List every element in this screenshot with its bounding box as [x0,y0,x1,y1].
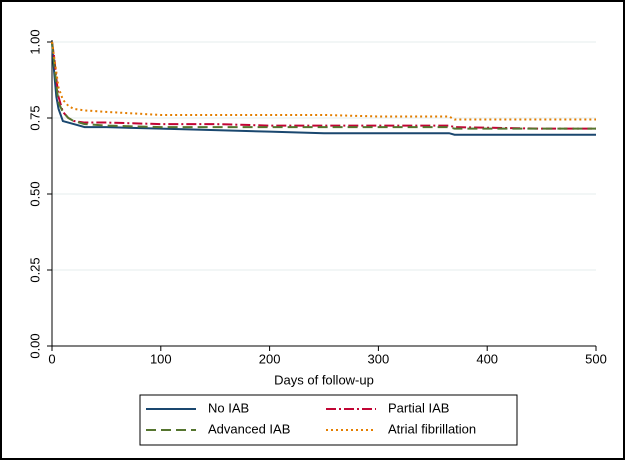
legend-label: Atrial fibrillation [388,421,476,436]
y-tick-label: 0.25 [27,257,42,282]
legend-box [139,394,518,446]
x-tick-label: 400 [476,351,498,366]
y-tick-label: 0.75 [27,105,42,130]
series-line [51,41,596,121]
y-tick-label: 1.00 [27,29,42,54]
y-tick-label: 0.00 [27,333,42,358]
y-tick-label: 0.50 [27,181,42,206]
x-tick-label: 200 [259,351,281,366]
legend-label: Partial IAB [388,400,449,415]
series-line [51,41,596,130]
legend-label: No IAB [208,400,249,415]
x-tick-label: 300 [368,351,390,366]
x-tick-label: 0 [48,351,55,366]
legend-label: Advanced IAB [208,421,290,436]
series-line [51,41,596,136]
x-tick-label: 500 [585,351,607,366]
x-axis-label: Days of follow-up [274,372,374,387]
x-tick-label: 100 [150,351,172,366]
